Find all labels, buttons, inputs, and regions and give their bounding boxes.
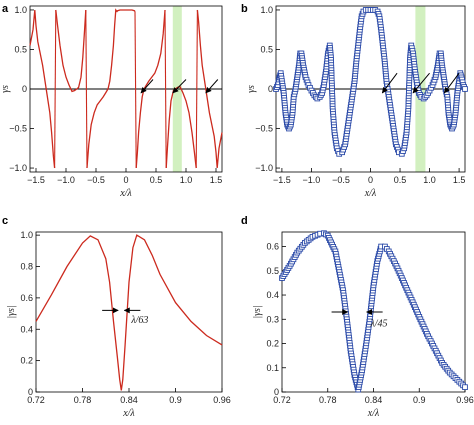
y-tick-label: 1.0 (14, 5, 27, 15)
x-axis-label: x/λ (122, 408, 135, 419)
chart-panel-d: 0.72 0.78 0.84 0.9 0.96 0 0.1 0.2 0.3 0.4 0.5 0.6 x/… (252, 230, 474, 419)
y-axis-label: γs (0, 85, 11, 93)
x-tick-label: −0.5 (87, 175, 105, 185)
y-tick-label: −0.5 (255, 124, 273, 134)
pointer-arrow (443, 72, 460, 94)
x-tick-label: 1.5 (210, 175, 223, 185)
y-tick-label: 0 (22, 84, 27, 94)
y-tick-label: 1.0 (20, 230, 33, 240)
chart-panel-c: 0.72 0.78 0.84 0.9 0.96 0 0.2 0.4 0.6 0.8 1.0 x/λ |γ… (6, 230, 231, 419)
x-tick-label: 0.84 (120, 395, 138, 405)
x-tick-label: 1.0 (180, 175, 193, 185)
y-tick-label: 0.6 (266, 242, 279, 252)
y-tick-label: 0.5 (260, 44, 273, 54)
x-tick-label: 0.96 (213, 395, 231, 405)
x-tick-label: −1.5 (27, 175, 45, 185)
pointer-arrow (412, 72, 430, 94)
width-annotation: λ/63 (130, 315, 148, 326)
y-tick-label: 0 (274, 387, 279, 397)
y-tick-label: −1.0 (255, 163, 273, 173)
y-tick-label: 0.5 (14, 44, 27, 54)
x-tick-label: 0.84 (365, 395, 383, 405)
x-tick-label: 0.72 (273, 395, 291, 405)
series-jump (195, 9, 198, 169)
y-tick-label: −0.5 (9, 124, 27, 134)
x-tick-label: −1.5 (273, 175, 291, 185)
chart-panel-a: −1.5 −1.0 −0.5 0 0.5 1.0 1.5−1.0−0.500.51.0x/λ… (0, 5, 223, 199)
y-tick-label: 0.6 (20, 293, 33, 303)
y-tick-label: 0 (28, 387, 33, 397)
x-tick-label: −0.5 (332, 175, 350, 185)
x-tick-label: 0.78 (74, 395, 92, 405)
data-point-marker (462, 86, 468, 92)
y-tick-label: −1.0 (9, 163, 27, 173)
x-axis-label: x/λ (367, 408, 380, 419)
y-tick-label: 0.5 (266, 266, 279, 276)
series-line (35, 234, 223, 391)
x-tick-label: 0.5 (150, 175, 163, 185)
pointer-arrow (172, 79, 187, 94)
pointer-arrow (381, 72, 398, 94)
chart-panel-b: −1.5 −1.0 −0.5 0 0.5 1.0 1.5−1.0−0.500.51.0x/λ… (246, 5, 468, 199)
y-tick-label: 0.4 (20, 324, 33, 334)
x-axis-label: x/λ (364, 188, 377, 199)
x-tick-label: 0.5 (394, 175, 407, 185)
pointer-arrow (205, 79, 219, 94)
series-jump (54, 9, 57, 169)
y-tick-label: 0.4 (266, 290, 279, 300)
y-axis-label: γs (246, 85, 257, 93)
x-tick-label: −1.0 (57, 175, 75, 185)
x-tick-label: 1.5 (453, 175, 466, 185)
plot-frame (35, 231, 223, 393)
panel-label-b: b (241, 3, 248, 15)
y-tick-label: 0.1 (266, 363, 279, 373)
y-tick-label: 0 (268, 84, 273, 94)
y-tick-label: 0.2 (20, 356, 33, 366)
pointer-arrow (140, 79, 154, 94)
series-jump (164, 9, 167, 169)
y-axis-label: |γs| (252, 305, 263, 318)
x-tick-label: 0.9 (169, 395, 182, 405)
x-tick-label: 0 (123, 175, 128, 185)
series-jump (85, 9, 88, 169)
series-line (29, 8, 223, 169)
x-tick-label: 0.96 (456, 395, 474, 405)
x-tick-label: 1.0 (423, 175, 436, 185)
x-tick-label: 0.9 (413, 395, 426, 405)
x-tick-label: −1.0 (303, 175, 321, 185)
x-tick-label: 0.72 (27, 395, 45, 405)
x-tick-label: 0 (368, 175, 373, 185)
y-tick-label: 0.8 (20, 262, 33, 272)
series-jump (134, 11, 137, 169)
data-point-marker (462, 384, 468, 391)
panel-label-c: c (2, 215, 8, 227)
panel-label-a: a (2, 3, 9, 15)
width-annotation: λ/45 (369, 319, 387, 330)
y-tick-label: 1.0 (260, 5, 273, 15)
x-axis-label: x/λ (119, 188, 132, 199)
panel-label-d: d (241, 215, 248, 227)
x-tick-label: 0.78 (319, 395, 337, 405)
y-tick-label: 0.3 (266, 314, 279, 324)
y-axis-label: |γs| (6, 305, 17, 318)
y-tick-label: 0.2 (266, 339, 279, 349)
